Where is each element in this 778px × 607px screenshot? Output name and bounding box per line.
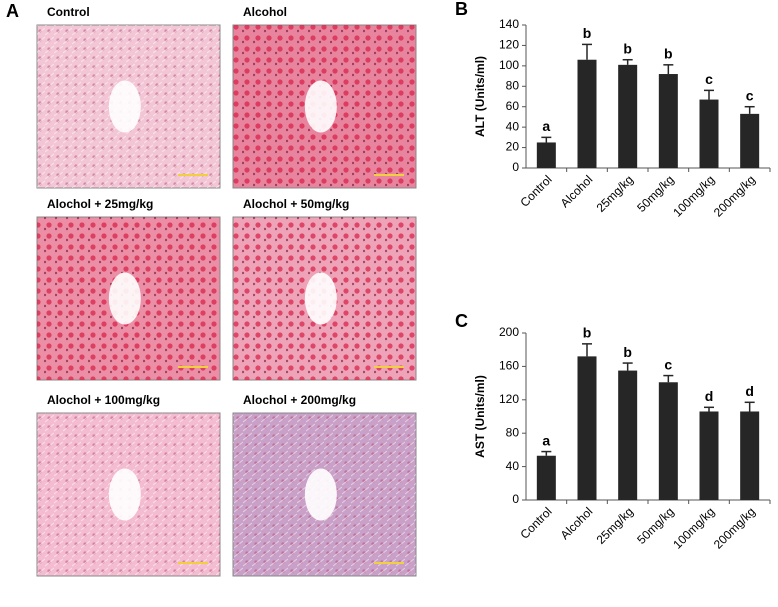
bar xyxy=(740,411,760,500)
significance-letter: b xyxy=(583,325,592,341)
x-tick-label: 200mg/kg xyxy=(711,504,758,551)
bar xyxy=(618,370,638,500)
x-tick-label: 25mg/kg xyxy=(594,504,636,546)
bar xyxy=(577,356,597,500)
scale-bar xyxy=(178,562,208,564)
x-tick-label: Alcohol xyxy=(558,172,596,210)
scale-bar xyxy=(178,174,208,176)
bar xyxy=(699,99,719,168)
scale-bar xyxy=(374,174,404,176)
bar xyxy=(658,74,678,168)
significance-letter: c xyxy=(746,87,754,103)
scale-bar xyxy=(178,366,208,368)
bar xyxy=(536,455,556,500)
vessel xyxy=(304,468,337,521)
significance-letter: d xyxy=(705,388,714,404)
significance-letter: b xyxy=(623,344,632,360)
bar xyxy=(577,59,597,168)
significance-letter: a xyxy=(542,118,550,134)
y-tick-label: 0 xyxy=(512,160,519,174)
x-tick-label: 100mg/kg xyxy=(670,172,717,219)
significance-letter: a xyxy=(542,432,550,448)
panel-label: C xyxy=(455,311,468,331)
y-tick-label: 40 xyxy=(506,459,520,473)
panel-label: A xyxy=(6,1,19,21)
y-tick-label: 80 xyxy=(506,78,520,92)
image-caption: Alochol + 25mg/kg xyxy=(47,197,153,211)
vessel xyxy=(304,80,337,133)
bar xyxy=(658,382,678,500)
image-caption: Alochol + 200mg/kg xyxy=(243,393,356,407)
y-tick-label: 100 xyxy=(499,58,519,72)
significance-letter: c xyxy=(664,356,672,372)
image-caption: Control xyxy=(47,5,90,19)
vessel xyxy=(108,80,141,133)
y-tick-label: 0 xyxy=(512,492,519,506)
bar xyxy=(740,113,760,168)
x-tick-label: Control xyxy=(517,504,554,541)
significance-letter: c xyxy=(705,71,713,87)
image-caption: Alochol + 100mg/kg xyxy=(47,393,160,407)
y-axis-title: ALT (Units/ml) xyxy=(473,56,487,137)
panel-label: B xyxy=(455,0,468,19)
significance-letter: b xyxy=(623,40,632,56)
significance-letter: b xyxy=(583,25,592,41)
significance-letter: d xyxy=(745,383,754,399)
x-tick-label: Alcohol xyxy=(558,504,596,542)
bar xyxy=(699,411,719,500)
y-axis-title: AST (Units/ml) xyxy=(473,375,487,458)
bar xyxy=(618,64,638,168)
y-tick-label: 40 xyxy=(506,119,520,133)
bar xyxy=(536,142,556,168)
y-tick-label: 20 xyxy=(506,140,520,154)
image-caption: Alcohol xyxy=(243,5,287,19)
x-tick-label: 200mg/kg xyxy=(711,172,758,219)
image-caption: Alochol + 50mg/kg xyxy=(243,197,349,211)
y-tick-label: 200 xyxy=(499,325,519,339)
x-tick-label: 100mg/kg xyxy=(670,504,717,551)
vessel xyxy=(304,272,337,325)
y-tick-label: 160 xyxy=(499,359,519,373)
scale-bar xyxy=(374,562,404,564)
y-tick-label: 120 xyxy=(499,38,519,52)
y-tick-label: 140 xyxy=(499,17,519,31)
scale-bar xyxy=(374,366,404,368)
significance-letter: b xyxy=(664,46,673,62)
y-tick-label: 60 xyxy=(506,99,520,113)
vessel xyxy=(108,468,141,521)
x-tick-label: 25mg/kg xyxy=(594,172,636,214)
x-tick-label: Control xyxy=(517,172,554,209)
vessel xyxy=(108,272,141,325)
y-tick-label: 120 xyxy=(499,392,519,406)
y-tick-label: 80 xyxy=(506,425,520,439)
